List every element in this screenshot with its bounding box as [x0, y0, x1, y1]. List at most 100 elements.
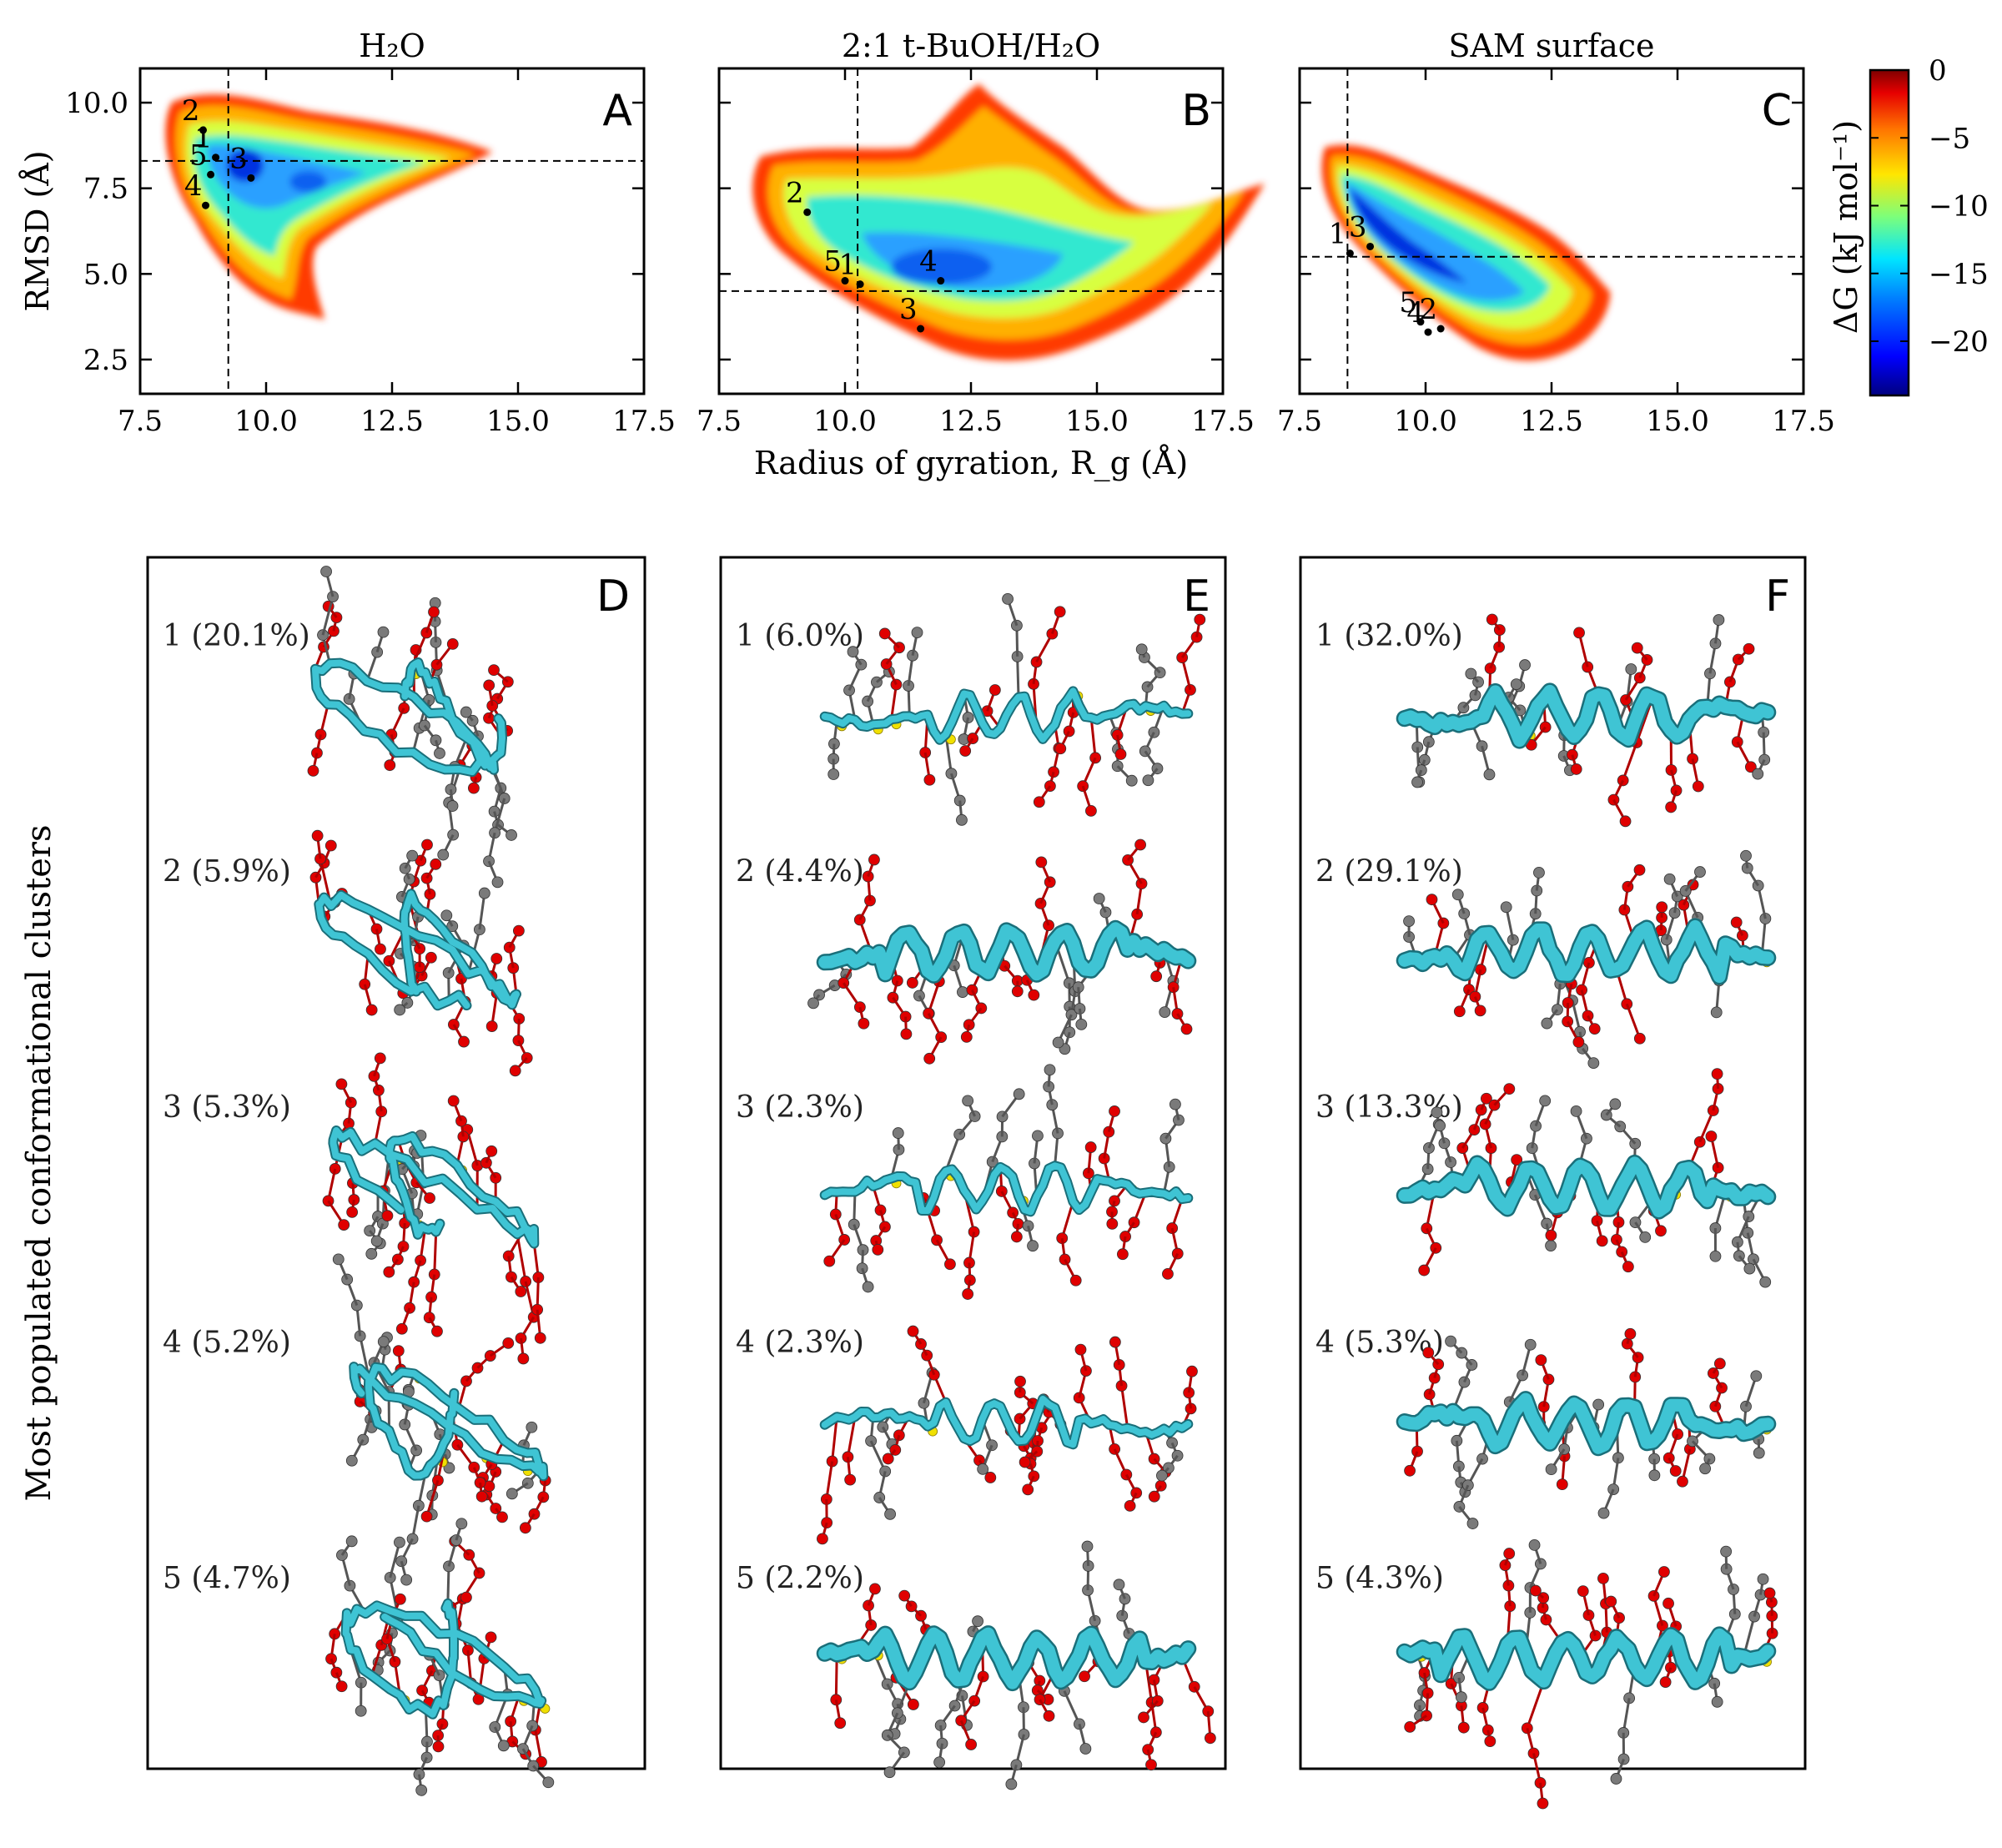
- y-tick-label: 5.0: [83, 258, 128, 291]
- cluster-point-label: 2: [786, 176, 804, 209]
- cluster-point: [937, 277, 945, 285]
- cluster-point-label: 2: [182, 94, 200, 128]
- cluster-point: [212, 154, 220, 162]
- cluster-structure-2: 2 (5.9%): [163, 829, 533, 1077]
- cluster-label: 5 (4.7%): [163, 1562, 291, 1596]
- cluster-label: 4 (5.2%): [163, 1326, 291, 1360]
- x-tick-label: 12.5: [939, 405, 1003, 438]
- cluster-point-label: 1: [194, 122, 213, 155]
- colorbar-tick-label: 0: [1929, 54, 1947, 88]
- cluster-panel-d: D 1 (20.1%) 2 (5.9%) 3 (5.3%) 4 (5.2%) 5 (4.7…: [146, 556, 646, 1796]
- panel-letter: E: [1183, 572, 1210, 622]
- cluster-label: 2 (29.1%): [1315, 854, 1463, 889]
- cluster-structure-5: 5 (4.3%): [1315, 1539, 1778, 1810]
- cluster-point-label: 3: [229, 142, 248, 175]
- y-tick-label: 2.5: [83, 344, 128, 377]
- cluster-structure-1: 1 (32.0%): [1315, 613, 1777, 828]
- cluster-point: [199, 126, 207, 134]
- heatmap-panel-a: H₂O A 7.5 10.0 12.5 15.0 17.5 2.5 5.0 7.5 10.0 1234…: [65, 28, 676, 438]
- panel-letter: D: [596, 572, 630, 622]
- x-tick-label: 10.0: [1394, 405, 1457, 438]
- cluster-panel-f: F 1 (32.0%) 2 (29.1%) 3 (13.3%) 4 (5.3%) 5 (4…: [1299, 556, 1807, 1810]
- x-tick-label: 10.0: [813, 405, 877, 438]
- cluster-point: [1436, 325, 1445, 333]
- cluster-point-label: 5: [189, 138, 208, 172]
- cluster-structure-2: 2 (4.4%): [736, 838, 1197, 1065]
- cluster-point: [1424, 328, 1432, 336]
- cluster-point-label: 3: [1349, 210, 1367, 244]
- cluster-point: [202, 201, 210, 209]
- x-tick-label: 17.5: [1191, 405, 1255, 438]
- colorbar: [1869, 68, 1910, 397]
- colorbar-label: ΔG (kJ mol⁻¹): [1828, 120, 1864, 334]
- cluster-label: 2 (4.4%): [736, 854, 864, 889]
- cluster-point-label: 1: [838, 249, 857, 282]
- cluster-point: [803, 208, 812, 216]
- x-tick-label: 7.5: [118, 405, 163, 438]
- y-axis-label: RMSD (Å): [19, 150, 56, 311]
- x-tick-label: 15.0: [1646, 405, 1709, 438]
- cluster-label: 1 (20.1%): [163, 619, 310, 653]
- x-tick-label: 10.0: [234, 405, 298, 438]
- cluster-point-label: 5: [1399, 286, 1417, 320]
- cluster-panel-frame: [719, 556, 1227, 1770]
- cluster-point: [841, 277, 849, 285]
- colorbar-tick-label: −20: [1929, 325, 1989, 359]
- x-tick-label: 7.5: [1277, 405, 1322, 438]
- cluster-point-label: 3: [899, 293, 918, 326]
- panel-title: H₂O: [359, 28, 425, 64]
- cluster-structure-5: 5 (2.2%): [736, 1540, 1216, 1790]
- panel-letter: F: [1765, 572, 1790, 622]
- cluster-structure-4: 4 (5.2%): [163, 1253, 551, 1586]
- cluster-structure-4: 4 (2.3%): [736, 1325, 1198, 1545]
- clusters-side-label: Most populated conformational clusters: [20, 824, 58, 1501]
- panel-letter: B: [1181, 86, 1211, 136]
- cluster-point: [856, 280, 864, 289]
- y-tick-label: 10.0: [65, 87, 128, 120]
- heatmap-panel-b: 2:1 t-BuOH/H₂O B 7.5 10.0 12.5 15.0 17.5 1 2 34 5: [697, 28, 1265, 438]
- panel-letter: A: [602, 86, 632, 136]
- cluster-structure-3: 3 (2.3%): [736, 1064, 1194, 1300]
- cluster-panel-frame: [1299, 556, 1807, 1770]
- cluster-point: [247, 174, 255, 182]
- cluster-point-label: 4: [919, 245, 938, 279]
- cluster-structure-2: 2 (29.1%): [1315, 849, 1777, 1070]
- cluster-label: 5 (2.2%): [736, 1562, 864, 1596]
- cluster-structure-1: 1 (20.1%): [163, 566, 517, 889]
- cluster-label: 4 (2.3%): [736, 1326, 864, 1360]
- cluster-point-label: 5: [823, 245, 842, 279]
- cluster-structure-3: 3 (5.3%): [163, 1052, 546, 1365]
- x-tick-label: 17.5: [1772, 405, 1835, 438]
- cluster-point: [1346, 249, 1354, 258]
- cluster-label: 1 (6.0%): [736, 619, 864, 653]
- colorbar-tick-label: −5: [1929, 122, 1970, 155]
- x-tick-label: 17.5: [612, 405, 676, 438]
- cluster-point: [207, 170, 215, 179]
- cluster-structure-3: 3 (13.3%): [1315, 1068, 1777, 1288]
- cluster-label: 1 (32.0%): [1315, 619, 1463, 653]
- cluster-point: [917, 325, 925, 333]
- x-tick-label: 15.0: [486, 405, 550, 438]
- x-tick-label: 7.5: [697, 405, 742, 438]
- cluster-structure-1: 1 (6.0%): [736, 592, 1206, 826]
- panel-letter: C: [1762, 86, 1792, 136]
- colorbar-tick-label: −15: [1929, 258, 1989, 291]
- cluster-point: [1416, 318, 1425, 326]
- x-tick-label: 12.5: [1520, 405, 1583, 438]
- cluster-label: 4 (5.3%): [1315, 1326, 1444, 1360]
- cluster-panel-frame: [146, 556, 646, 1770]
- cluster-structure-5: 5 (4.7%): [163, 1518, 555, 1796]
- cluster-point-label: 2: [1419, 293, 1437, 326]
- x-tick-label: 12.5: [360, 405, 424, 438]
- cluster-label: 3 (5.3%): [163, 1090, 291, 1125]
- cluster-panel-e: E 1 (6.0%) 2 (4.4%) 3 (2.3%) 4 (2.3%) 5 (2.2%…: [719, 556, 1227, 1790]
- y-tick-label: 7.5: [83, 173, 128, 206]
- x-tick-label: 15.0: [1065, 405, 1129, 438]
- cluster-point-label: 1: [1329, 218, 1347, 251]
- colorbar-tick-label: −10: [1929, 190, 1989, 224]
- cluster-point: [1366, 242, 1375, 250]
- cluster-structure-4: 4 (5.3%): [1315, 1326, 1777, 1529]
- cluster-point-label: 4: [184, 169, 203, 203]
